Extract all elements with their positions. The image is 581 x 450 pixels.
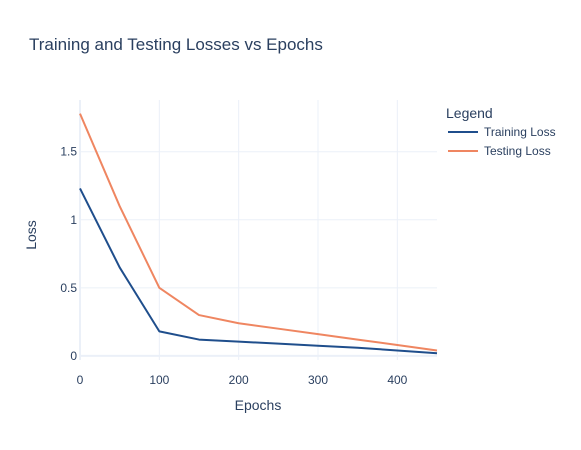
x-tick-label: 100 [149, 373, 169, 387]
x-tick-label: 300 [308, 373, 328, 387]
tick-layer: 0 100 200 300 400 0 0.5 1 1.5 [60, 145, 407, 387]
legend-item-testing-loss[interactable]: Testing Loss [448, 144, 551, 158]
y-tick-label: 0 [70, 349, 77, 363]
grid-layer [79, 100, 437, 360]
y-tick-label: 0.5 [60, 281, 77, 295]
legend-items[interactable]: Training Loss Testing Loss [448, 125, 556, 158]
x-tick-label: 200 [229, 373, 249, 387]
series-layer [79, 113, 438, 355]
legend-label: Training Loss [484, 125, 556, 139]
x-tick-label: 400 [387, 373, 407, 387]
legend-item-training-loss[interactable]: Training Loss [448, 125, 556, 139]
series-line-training-loss[interactable] [79, 188, 438, 355]
chart-title: Training and Testing Losses vs Epochs [29, 35, 323, 54]
y-tick-label: 1.5 [60, 145, 77, 159]
series-line-testing-loss[interactable] [79, 113, 438, 352]
x-axis-title: Epochs [235, 397, 282, 413]
legend-label: Testing Loss [484, 144, 551, 158]
legend-title: Legend [446, 105, 493, 121]
legend[interactable]: Legend Training Loss Testing Loss [446, 105, 556, 158]
y-tick-label: 1 [70, 213, 77, 227]
x-tick-label: 0 [77, 373, 84, 387]
y-axis-title: Loss [23, 220, 39, 250]
